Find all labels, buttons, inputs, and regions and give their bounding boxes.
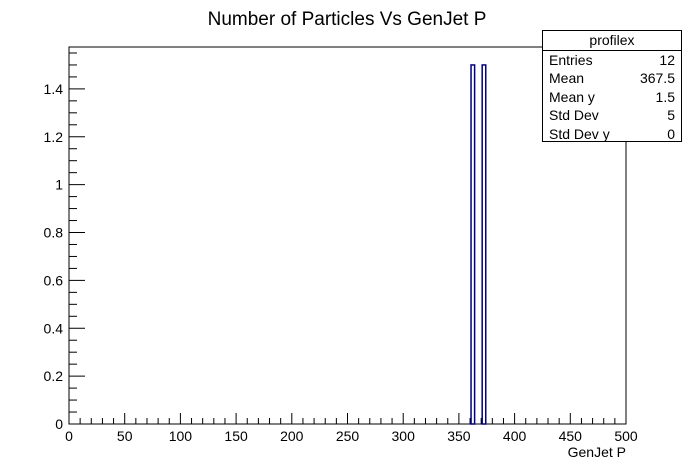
x-tick-label: 350 xyxy=(447,428,471,444)
y-tick-label: 0.8 xyxy=(44,225,64,241)
x-tick-label: 400 xyxy=(503,428,527,444)
stats-value: 12 xyxy=(659,52,675,68)
x-tick-label: 450 xyxy=(559,428,583,444)
stats-label: Mean xyxy=(549,70,585,87)
stats-row-mean-y: Mean y 1.5 xyxy=(543,88,681,106)
y-tick-label: 0 xyxy=(55,416,63,432)
stats-label: Std Dev xyxy=(549,107,599,124)
y-tick-label: 1.2 xyxy=(44,129,64,145)
y-tick-label: 0.6 xyxy=(44,272,64,288)
stats-label: Mean y xyxy=(549,88,595,105)
x-tick-label: 300 xyxy=(392,428,416,444)
x-tick-label: 200 xyxy=(280,428,304,444)
x-tick-label: 250 xyxy=(336,428,360,444)
x-axis-label: GenJet P xyxy=(568,444,626,460)
x-tick-label: 500 xyxy=(614,428,638,444)
y-tick-label: 0.4 xyxy=(44,320,64,336)
bars-group xyxy=(470,64,487,425)
stats-row-entries: Entries 12 xyxy=(543,51,681,69)
stats-value: 0 xyxy=(667,125,675,142)
stats-row-std-dev-y: Std Dev y 0 xyxy=(543,125,681,143)
stats-label: Entries xyxy=(549,52,593,68)
y-tick-label: 1 xyxy=(55,177,63,193)
stats-value: 367.5 xyxy=(639,70,675,87)
y-axis: 0 0.2 0.4 0.6 0.8 1 1.2 1.4 xyxy=(44,52,85,432)
x-tick-label: 50 xyxy=(117,428,133,444)
histogram-bar xyxy=(470,64,476,425)
y-tick-label: 1.4 xyxy=(44,81,64,97)
x-tick-label: 0 xyxy=(65,428,73,444)
x-tick-label: 100 xyxy=(169,428,193,444)
histogram-bar xyxy=(481,64,487,425)
x-axis: 0 50 100 150 200 250 300 350 400 450 500 xyxy=(65,413,638,444)
y-tick-label: 0.2 xyxy=(44,368,64,384)
stats-value: 5 xyxy=(667,107,675,124)
stats-title: profilex xyxy=(543,31,681,51)
stats-row-std-dev: Std Dev 5 xyxy=(543,106,681,124)
stats-value: 1.5 xyxy=(655,88,675,105)
stats-row-mean: Mean 367.5 xyxy=(543,69,681,87)
chart-title: Number of Particles Vs GenJet P xyxy=(208,9,487,30)
x-tick-label: 150 xyxy=(224,428,248,444)
stats-label: Std Dev y xyxy=(549,125,610,142)
stats-box: profilex Entries 12 Mean 367.5 Mean y 1.… xyxy=(542,30,682,142)
